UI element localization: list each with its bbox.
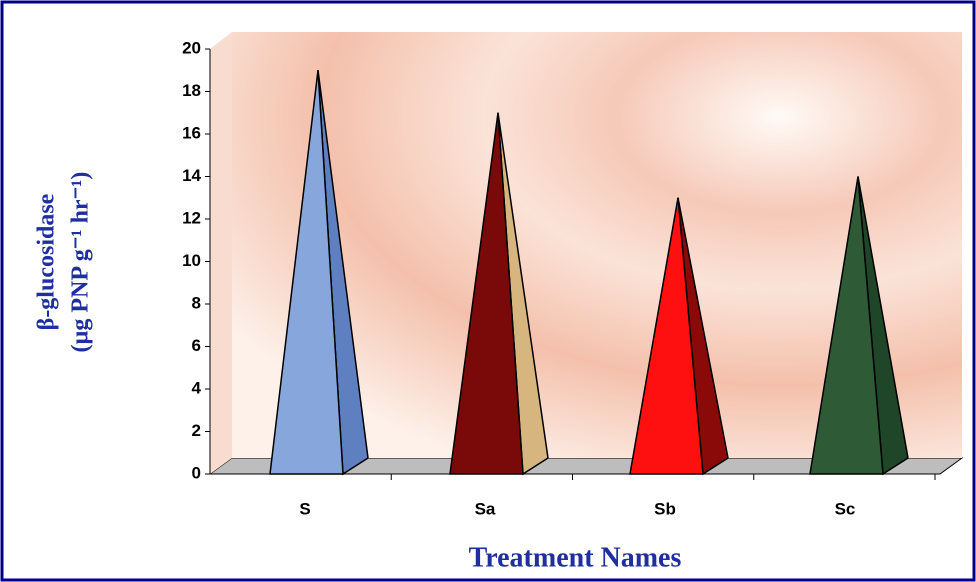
y-tick-label: 14 (182, 166, 201, 185)
y-tick-label: 10 (182, 251, 201, 270)
chart: β-glucosidase (µg PNP g⁻¹ hr⁻¹) Treatmen… (0, 0, 976, 582)
side-wall (210, 32, 232, 474)
y-tick-label: 6 (192, 336, 201, 355)
y-tick-label: 16 (182, 123, 201, 142)
y-tick-label: 2 (192, 421, 201, 440)
y-tick-label: 20 (182, 38, 201, 57)
y-axis-label: β-glucosidase (34, 193, 60, 330)
x-tick-label: Sb (654, 499, 676, 518)
y-tick-label: 4 (192, 378, 202, 397)
x-tick-label: S (299, 499, 310, 518)
x-axis-label: Treatment Names (469, 542, 682, 573)
y-tick-label: 8 (192, 293, 201, 312)
y-tick-label: 18 (182, 81, 201, 100)
x-tick-label: Sa (475, 499, 496, 518)
x-tick-label: Sc (835, 499, 856, 518)
y-tick-label: 12 (182, 208, 201, 227)
y-tick-label: 0 (192, 463, 201, 482)
y-axis-label: (µg PNP g⁻¹ hr⁻¹) (68, 172, 94, 353)
